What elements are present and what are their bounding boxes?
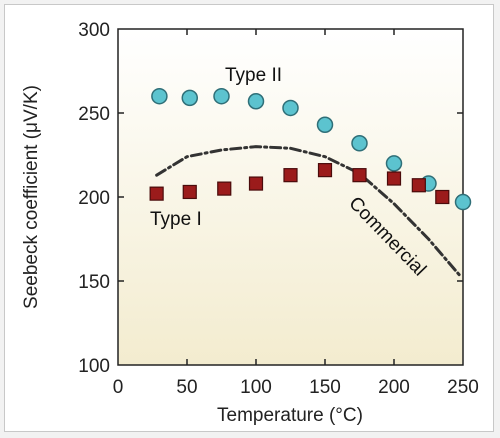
annotation-type-ii: Type II <box>225 65 282 86</box>
type-i-point <box>182 184 197 200</box>
x-axis-title: Temperature (°C) <box>217 405 363 426</box>
type-i-point <box>411 178 426 193</box>
type-ii-point <box>282 99 299 117</box>
type-ii-point <box>181 89 199 107</box>
type-i-point <box>149 186 164 201</box>
x-tick-label: 250 <box>447 377 479 398</box>
type-i-point <box>386 171 402 186</box>
ticks-group: 0 50 100 150 200 250 100 150 200 250 300 <box>78 20 479 398</box>
plot-area <box>117 28 464 366</box>
x-tick-label: 100 <box>240 377 272 398</box>
type-i-point <box>317 163 333 178</box>
type-i-point <box>352 168 367 183</box>
type-i-point <box>283 168 298 183</box>
type-ii-point <box>351 134 368 152</box>
y-tick-label: 100 <box>78 356 110 377</box>
seebeck-chart: 0 50 100 150 200 250 100 150 200 250 300 Temperatu… <box>21 20 479 426</box>
x-tick-label: 0 <box>113 377 124 398</box>
y-tick-label: 300 <box>78 20 110 41</box>
y-axis-title: Seebeck coefficient (μV/K) <box>21 85 42 309</box>
x-tick-label: 200 <box>378 377 410 398</box>
type-i-point <box>217 181 232 196</box>
x-tick-label: 150 <box>309 377 341 398</box>
type-ii-point <box>247 92 265 110</box>
type-ii-point <box>316 116 334 134</box>
type-i-point <box>248 176 264 191</box>
commercial-curve <box>155 145 462 278</box>
y-tick-label: 150 <box>78 272 110 293</box>
type-i-point <box>435 189 450 205</box>
y-tick-label: 200 <box>78 188 110 209</box>
chart-frame: 0 50 100 150 200 250 100 150 200 250 300 Temperatu… <box>4 4 494 432</box>
annotation-type-i: Type I <box>150 209 202 230</box>
type-ii-point <box>213 87 230 105</box>
y-tick-label: 250 <box>78 104 110 125</box>
type-ii-point <box>385 155 403 172</box>
type-ii-point <box>454 193 472 211</box>
type-ii-point <box>151 87 168 105</box>
x-tick-label: 50 <box>176 377 197 398</box>
series-layer <box>149 87 472 278</box>
